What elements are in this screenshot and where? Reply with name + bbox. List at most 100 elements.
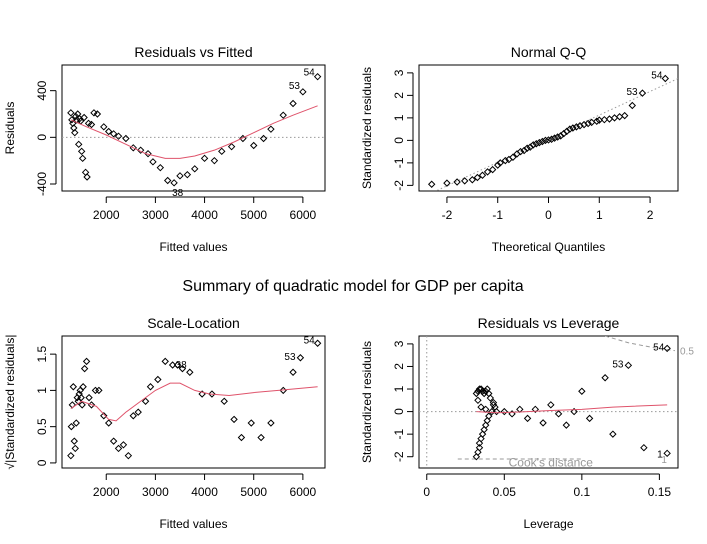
y-tick-label: 0 — [35, 459, 49, 466]
data-point — [468, 176, 477, 184]
y-tick-label: -400 — [35, 172, 49, 196]
data-point — [609, 430, 617, 438]
data-point — [483, 416, 491, 425]
data-point — [489, 401, 498, 409]
data-point — [109, 437, 118, 445]
data-point — [576, 122, 584, 130]
scale-location-x-label: Fitted values — [159, 517, 227, 531]
data-point — [638, 89, 647, 97]
normal-qq-points — [427, 74, 670, 188]
data-point — [488, 165, 497, 174]
data-point — [501, 156, 510, 165]
data-point — [146, 383, 155, 391]
data-point — [71, 128, 79, 137]
data-point — [154, 375, 162, 384]
resid-leverage-title: Residuals vs Leverage — [478, 315, 620, 331]
resid-leverage-y-label: Standardized residuals — [360, 341, 374, 463]
y-tick-label: 3 — [392, 340, 406, 347]
data-point — [71, 444, 79, 453]
y-tick-label: 3 — [392, 69, 406, 76]
y-tick-label: -2 — [392, 451, 406, 462]
y-tick-label: 1 — [35, 387, 49, 394]
data-point — [208, 390, 216, 398]
outlier-label: 54 — [653, 342, 665, 353]
data-point — [523, 414, 532, 423]
data-point — [267, 125, 275, 133]
data-point — [615, 113, 624, 121]
scale-location-y-label: √|Standardized residuals| — [3, 335, 17, 470]
data-point — [170, 179, 178, 187]
data-point — [122, 134, 130, 143]
data-point — [267, 419, 275, 427]
normal-qq-frame — [418, 64, 679, 192]
data-point — [129, 412, 137, 420]
data-point — [509, 153, 517, 161]
resid-fitted-title: Residuals vs Fitted — [134, 44, 252, 60]
data-point — [80, 113, 88, 122]
data-point — [134, 408, 142, 416]
data-point — [553, 133, 562, 141]
data-point — [72, 112, 80, 121]
resid-leverage-x-label: Leverage — [523, 517, 573, 531]
x-tick-label: -1 — [492, 208, 503, 222]
x-tick-label: 0 — [423, 485, 430, 499]
x-tick-label: 0 — [545, 208, 552, 222]
data-point — [289, 99, 297, 108]
data-point — [78, 401, 86, 409]
data-point — [532, 140, 541, 148]
data-point — [475, 439, 484, 447]
x-tick-label: 4000 — [191, 485, 218, 499]
data-point — [299, 88, 307, 96]
data-point — [500, 407, 509, 416]
data-point — [77, 393, 85, 402]
outlier-label: 1 — [657, 449, 663, 460]
cooks-level-label: 0.5 — [680, 347, 694, 358]
data-point — [78, 154, 87, 163]
y-tick-label: 1.5 — [35, 345, 49, 362]
data-point — [523, 144, 531, 152]
x-tick-label: 0.15 — [648, 485, 672, 499]
data-point — [453, 178, 461, 186]
data-point — [67, 109, 75, 117]
x-tick-label: 3000 — [142, 485, 169, 499]
scale-location-panel: Scale-Location 2000 3000 4000 5000 6000 0 0.5 1 1… — [3, 315, 326, 531]
scale-location-x-axis: 2000 3000 4000 5000 6000 — [93, 473, 317, 499]
normal-qq-plot-area — [427, 74, 678, 191]
y-tick-label: 400 — [35, 80, 49, 100]
data-point — [483, 168, 492, 176]
outlier-label: 54 — [304, 335, 316, 346]
normal-qq-panel: Normal Q-Q -2 -1 0 1 2 -2 -1 0 1 2 3 Theoretical Qua… — [360, 44, 679, 254]
x-tick-label: 6000 — [290, 208, 317, 222]
data-point — [477, 403, 485, 411]
data-point — [237, 433, 246, 442]
data-point — [496, 159, 504, 167]
cooks-distance-contour-upper — [604, 336, 675, 352]
data-point — [183, 170, 192, 179]
outlier-label: 53 — [289, 81, 301, 92]
resid-fitted-plot-area — [62, 72, 325, 187]
outlier-label: 53 — [284, 352, 296, 363]
data-point — [562, 421, 571, 429]
outlier-label: 38 — [172, 188, 184, 199]
data-point — [163, 176, 172, 185]
outlier-label: 53 — [612, 359, 624, 370]
resid-leverage-panel: Residuals vs Leverage 0 0.05 0.1 0.15 -2 -1 0 1 2… — [360, 315, 694, 531]
data-point — [191, 165, 199, 173]
x-tick-label: 4000 — [191, 208, 218, 222]
normal-qq-x-label: Theoretical Quantiles — [492, 240, 605, 254]
x-tick-label: -2 — [442, 208, 453, 222]
resid-fitted-smooth-line — [70, 105, 318, 159]
data-point — [149, 158, 157, 166]
data-point — [178, 364, 187, 373]
cooks-level-label: 1 — [661, 455, 667, 466]
data-point — [259, 134, 268, 143]
x-tick-label: 5000 — [240, 485, 267, 499]
data-point — [210, 156, 219, 165]
data-point — [443, 179, 451, 187]
x-tick-label: 2 — [647, 208, 654, 222]
data-point — [535, 138, 544, 147]
x-tick-label: 6000 — [290, 485, 317, 499]
normal-qq-title: Normal Q-Q — [511, 44, 587, 60]
outlier-label: 54 — [304, 68, 316, 79]
